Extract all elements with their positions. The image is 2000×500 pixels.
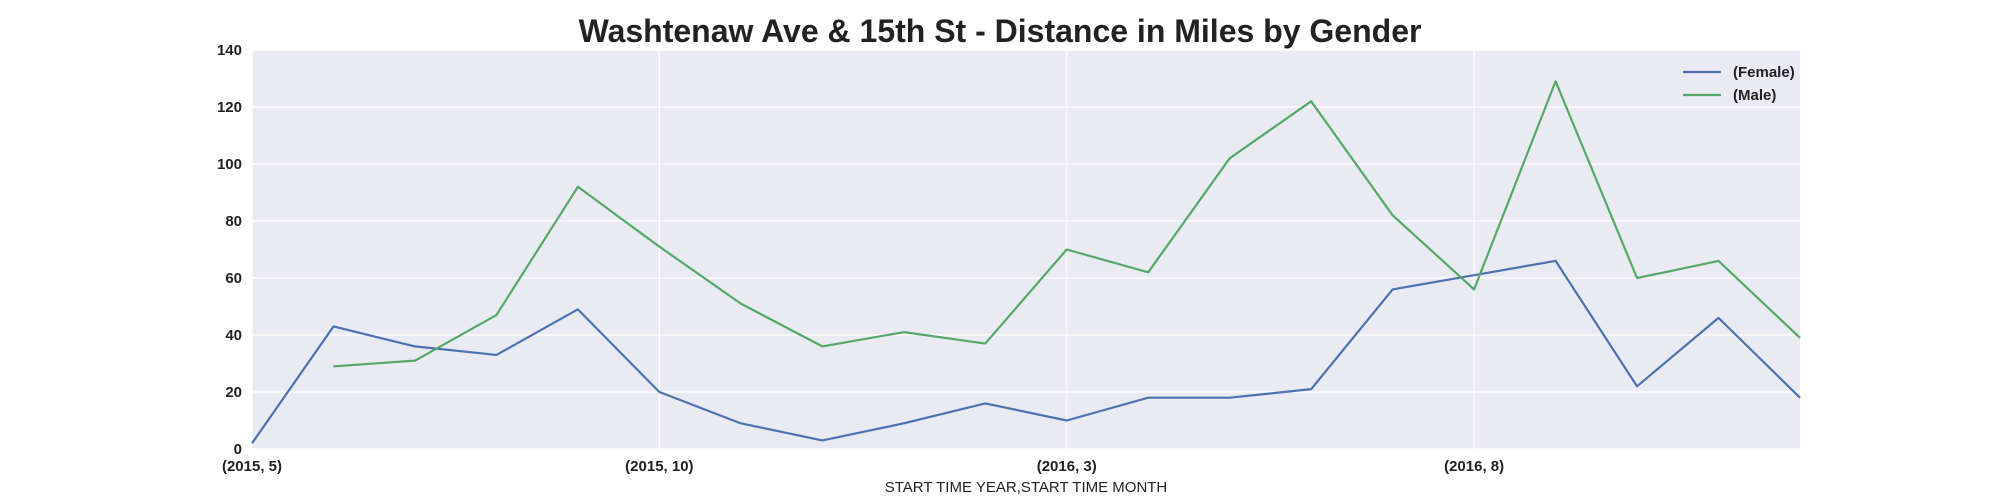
y-tick-label: 20 <box>225 384 242 401</box>
x-tick-label: (2015, 10) <box>625 458 693 475</box>
x-tick-label: (2016, 8) <box>1444 458 1504 475</box>
y-tick-label: 120 <box>217 99 242 116</box>
legend-label: (Female) <box>1733 64 1795 81</box>
x-tick-label: (2016, 3) <box>1037 458 1097 475</box>
y-tick-label: 0 <box>234 441 242 458</box>
chart-title: Washtenaw Ave & 15th St - Distance in Mi… <box>579 13 1422 49</box>
series-line-1 <box>333 80 1801 368</box>
legend: (Female) (Male) <box>1683 64 1795 104</box>
y-tick-label: 40 <box>225 327 242 344</box>
legend-label: (Male) <box>1733 87 1776 104</box>
x-tick-label: (2015, 5) <box>222 458 282 475</box>
x-axis-ticks: (2015, 5) (2015, 10) (2016, 3) (2016, 8) <box>222 458 1504 475</box>
series-line-0 <box>251 259 1801 444</box>
y-tick-label: 140 <box>217 42 242 59</box>
y-tick-label: 100 <box>217 156 242 173</box>
x-axis-label: START TIME YEAR,START TIME MONTH <box>885 479 1168 496</box>
y-tick-label: 80 <box>225 213 242 230</box>
y-tick-label: 60 <box>225 270 242 287</box>
y-axis-ticks: 0 20 40 60 80 100 120 140 <box>217 42 242 458</box>
series-lines <box>251 80 1801 444</box>
